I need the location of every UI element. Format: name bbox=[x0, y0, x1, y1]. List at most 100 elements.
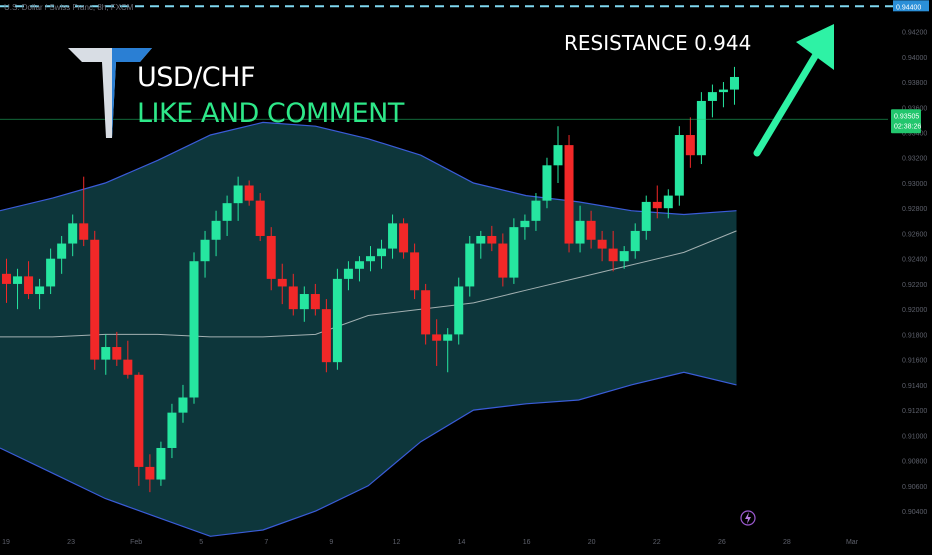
candle-body bbox=[608, 248, 618, 262]
last-price-label: 0.93505 bbox=[894, 113, 919, 120]
band-fill bbox=[0, 122, 737, 537]
x-tick-label: 19 bbox=[2, 539, 10, 546]
candle bbox=[233, 176, 243, 221]
candle-body bbox=[112, 347, 122, 360]
candles bbox=[2, 66, 739, 493]
candle-body bbox=[399, 223, 409, 253]
candle-body bbox=[454, 286, 464, 335]
candle bbox=[321, 299, 331, 373]
candle-body bbox=[564, 145, 574, 244]
candle-body bbox=[134, 374, 144, 467]
lightning-icon bbox=[740, 510, 756, 526]
candle-body bbox=[211, 220, 221, 240]
x-tick-label: Mar bbox=[846, 539, 859, 546]
candle bbox=[465, 235, 475, 297]
candle bbox=[200, 230, 210, 278]
resistance-badge-bg bbox=[893, 0, 929, 12]
candle-body bbox=[222, 203, 232, 221]
lightning-icon-ring bbox=[740, 510, 756, 526]
candle-body bbox=[354, 261, 364, 269]
candle bbox=[476, 230, 486, 259]
candle bbox=[696, 92, 706, 165]
candle-body bbox=[200, 239, 210, 262]
candle bbox=[178, 384, 188, 423]
candle bbox=[123, 340, 133, 379]
candle bbox=[377, 239, 387, 269]
candle-body bbox=[79, 223, 89, 240]
candle bbox=[24, 261, 34, 300]
candle-body bbox=[630, 230, 640, 252]
candle bbox=[498, 233, 508, 287]
candle-body bbox=[2, 273, 11, 284]
candle bbox=[112, 331, 122, 366]
x-tick-label: 16 bbox=[523, 539, 531, 546]
lower-band-line bbox=[0, 371, 737, 537]
candle-body bbox=[421, 290, 431, 335]
candle bbox=[520, 214, 530, 240]
candle-body bbox=[13, 276, 23, 284]
resistance-arrow-head bbox=[796, 24, 834, 70]
candle-body bbox=[244, 185, 254, 201]
candle bbox=[277, 263, 287, 305]
candle-body bbox=[641, 201, 651, 231]
candle bbox=[553, 126, 563, 183]
candle bbox=[189, 252, 199, 404]
candle-body bbox=[619, 251, 629, 262]
candle-body bbox=[509, 227, 519, 278]
bollinger-bands bbox=[0, 121, 737, 537]
candle bbox=[487, 225, 497, 252]
candle-body bbox=[123, 359, 133, 375]
annotations: 0.93505 02:38:26 0.94400 bbox=[0, 0, 929, 526]
x-tick-label: 23 bbox=[67, 539, 75, 546]
candle bbox=[90, 230, 100, 370]
candle-body bbox=[718, 89, 728, 93]
candle bbox=[134, 372, 144, 486]
time-axis[interactable]: 19 23 Feb 5 7 9 12 14 16 20 22 26 28 Mar bbox=[2, 539, 859, 546]
candle-body bbox=[145, 466, 155, 480]
candle-body bbox=[685, 135, 695, 156]
candle-body bbox=[663, 195, 673, 209]
candle bbox=[145, 454, 155, 493]
countdown-label: 02:38:26 bbox=[894, 123, 921, 130]
lightning-icon-bolt bbox=[745, 512, 751, 524]
x-tick-label: 22 bbox=[653, 539, 661, 546]
candle bbox=[310, 283, 320, 316]
candle-body bbox=[377, 248, 387, 257]
candle-body bbox=[156, 447, 166, 480]
x-tick-label: 7 bbox=[264, 539, 268, 546]
candle-body bbox=[255, 200, 265, 236]
candle-body bbox=[46, 258, 56, 287]
candle-body bbox=[90, 239, 100, 360]
brand-t-logo-icon bbox=[68, 48, 152, 138]
candle bbox=[509, 218, 519, 284]
candle bbox=[167, 403, 177, 459]
y-tick-label: 0.93200 bbox=[902, 156, 927, 163]
candle-body bbox=[410, 252, 420, 291]
candle bbox=[652, 185, 662, 219]
candle-body bbox=[178, 397, 188, 413]
y-tick-label: 0.90600 bbox=[902, 484, 927, 491]
candle bbox=[597, 230, 607, 262]
resistance-badge: 0.94400 bbox=[893, 0, 929, 12]
candle-body bbox=[465, 243, 475, 287]
candle bbox=[410, 243, 420, 300]
candle bbox=[421, 283, 431, 345]
candle bbox=[266, 227, 276, 291]
candle-body bbox=[57, 243, 67, 259]
candle-body bbox=[233, 185, 243, 204]
candle bbox=[531, 193, 541, 231]
y-tick-label: 0.92600 bbox=[902, 231, 927, 238]
y-tick-label: 0.93600 bbox=[902, 105, 927, 112]
candle-body bbox=[432, 334, 442, 341]
candle bbox=[68, 214, 78, 257]
price-axis[interactable]: 0.944000.942000.940000.938000.936000.934… bbox=[902, 4, 927, 516]
price-badge-bg bbox=[891, 109, 921, 134]
candle bbox=[101, 334, 111, 375]
candle bbox=[685, 117, 695, 168]
candle bbox=[2, 258, 11, 303]
candle-body bbox=[652, 201, 662, 209]
candle-body bbox=[332, 278, 342, 363]
candle bbox=[443, 328, 453, 373]
